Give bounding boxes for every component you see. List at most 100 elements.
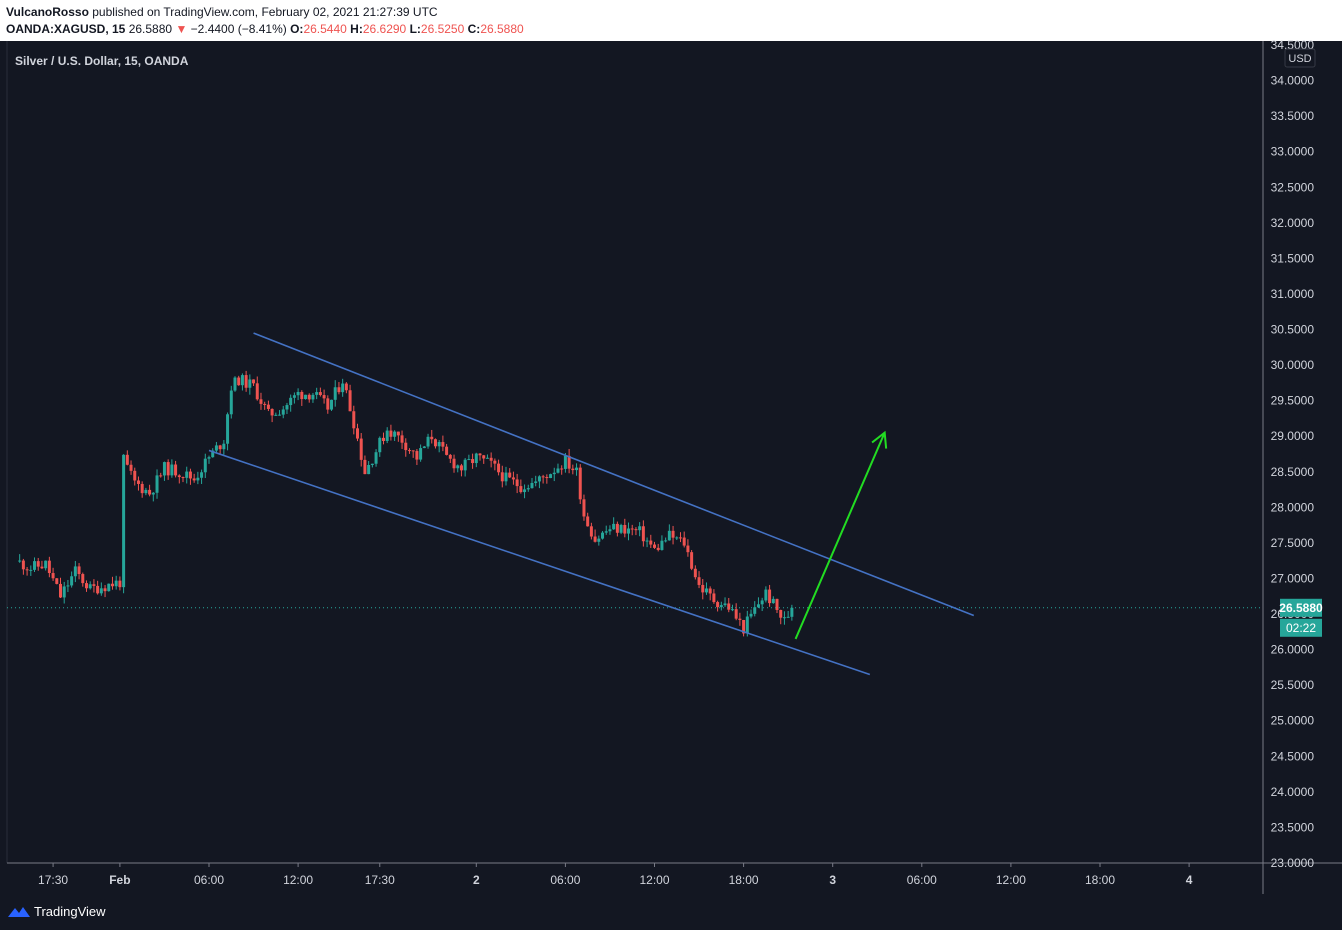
price-tick-label: 33.5000 bbox=[1271, 109, 1315, 123]
candle-body bbox=[255, 383, 259, 400]
price-chart[interactable]: 34.500034.000033.500033.000032.500032.00… bbox=[0, 0, 1342, 894]
candle-body bbox=[608, 529, 612, 532]
candle-body bbox=[92, 584, 96, 586]
price-change: −2.4400 (−8.41%) bbox=[190, 22, 287, 36]
candle-body bbox=[170, 464, 174, 476]
candle-body bbox=[367, 464, 371, 475]
candle-body bbox=[125, 454, 129, 465]
candle-body bbox=[155, 475, 159, 493]
candle-body bbox=[701, 584, 705, 593]
channel-lower[interactable] bbox=[208, 449, 871, 676]
low-label: L: bbox=[409, 22, 421, 36]
candle-body bbox=[745, 616, 749, 634]
price-tick-label: 26.0000 bbox=[1271, 643, 1315, 657]
candle-body bbox=[467, 459, 471, 461]
candle-body bbox=[459, 465, 463, 471]
candle-body bbox=[18, 560, 22, 562]
price-tick-label: 25.0000 bbox=[1271, 714, 1315, 728]
candle-body bbox=[88, 584, 92, 589]
projection-arrow[interactable] bbox=[794, 432, 886, 640]
candle-body bbox=[734, 609, 738, 619]
candle-body bbox=[203, 458, 207, 473]
candle-body bbox=[136, 480, 140, 484]
price-tick-label: 27.0000 bbox=[1271, 571, 1315, 585]
tradingview-brand[interactable]: TradingView bbox=[34, 904, 106, 919]
candle-body bbox=[151, 492, 155, 495]
candle-body bbox=[582, 499, 586, 517]
candle-body bbox=[549, 474, 553, 479]
current-price-tag bbox=[1280, 598, 1322, 617]
candle-body bbox=[244, 375, 248, 388]
candle-body bbox=[612, 523, 616, 530]
candle-body bbox=[222, 443, 226, 450]
candle-body bbox=[727, 603, 731, 610]
candle-body bbox=[248, 379, 252, 388]
candle-body bbox=[300, 391, 304, 400]
time-tick-label: 12:00 bbox=[639, 873, 669, 887]
candle-body bbox=[281, 409, 285, 415]
price-tick-label: 27.5000 bbox=[1271, 536, 1315, 550]
candle-body bbox=[675, 537, 679, 539]
candle-body bbox=[274, 414, 278, 416]
time-tick-label: 06:00 bbox=[907, 873, 937, 887]
candle-body bbox=[29, 569, 33, 571]
time-tick-label: 17:30 bbox=[365, 873, 395, 887]
price-tick-label: 33.0000 bbox=[1271, 145, 1315, 159]
candle-body bbox=[311, 394, 315, 400]
time-tick-label: 06:00 bbox=[550, 873, 580, 887]
candle-body bbox=[307, 394, 311, 400]
candle-body bbox=[779, 609, 783, 618]
candle-body bbox=[285, 405, 289, 410]
candle-body bbox=[578, 467, 582, 500]
tradingview-logo-icon[interactable] bbox=[8, 904, 30, 920]
candle-body bbox=[81, 574, 85, 584]
candle-body bbox=[552, 472, 556, 475]
price-tick-label: 31.0000 bbox=[1271, 287, 1315, 301]
candle-body bbox=[500, 472, 504, 482]
candle-body bbox=[292, 395, 296, 398]
candle-body bbox=[419, 448, 423, 460]
candle-body bbox=[704, 588, 708, 593]
candle-body bbox=[318, 392, 322, 396]
candle-body bbox=[40, 566, 44, 569]
candle-body bbox=[526, 488, 530, 490]
candle-body bbox=[21, 560, 25, 570]
time-tick-label: 3 bbox=[829, 873, 836, 887]
publisher-name[interactable]: VulcanoRosso bbox=[6, 5, 89, 19]
candle-body bbox=[764, 589, 768, 601]
candle-body bbox=[140, 483, 144, 494]
candle-body bbox=[563, 455, 567, 469]
candle-body bbox=[456, 465, 460, 469]
candle-body bbox=[437, 442, 441, 447]
candle-body bbox=[381, 437, 385, 441]
symbol-legend: OANDA:XAGUSD, 15 26.5880 ▼ −2.4400 (−8.4… bbox=[6, 22, 524, 36]
candle-body bbox=[656, 547, 660, 550]
time-tick-label: 12:00 bbox=[283, 873, 313, 887]
candle-body bbox=[641, 526, 645, 542]
candle-body bbox=[144, 489, 148, 494]
candle-body bbox=[185, 471, 189, 478]
candle-body bbox=[359, 438, 363, 460]
candle-body bbox=[200, 472, 204, 478]
candle-body bbox=[664, 540, 668, 542]
candle-body bbox=[567, 455, 571, 469]
candle-body bbox=[649, 540, 653, 545]
candle-body bbox=[252, 379, 256, 384]
price-tick-label: 32.0000 bbox=[1271, 216, 1315, 230]
candle-body bbox=[129, 464, 133, 471]
time-tick-label: 4 bbox=[1186, 873, 1193, 887]
candle-body bbox=[322, 395, 326, 399]
candle-body bbox=[716, 602, 720, 608]
candle-body bbox=[70, 576, 74, 586]
candle-body bbox=[47, 560, 51, 574]
channel-upper[interactable] bbox=[253, 332, 975, 617]
candle-body bbox=[597, 538, 601, 542]
candle-body bbox=[422, 446, 426, 449]
candle-body bbox=[337, 387, 341, 393]
published-text: published on TradingView.com, February 0… bbox=[92, 5, 438, 19]
low-value: 26.5250 bbox=[420, 22, 465, 36]
candle-body bbox=[73, 566, 77, 577]
candle-body bbox=[738, 618, 742, 620]
candle-body bbox=[270, 408, 274, 416]
y-axis-unit-label: USD bbox=[1288, 53, 1311, 65]
